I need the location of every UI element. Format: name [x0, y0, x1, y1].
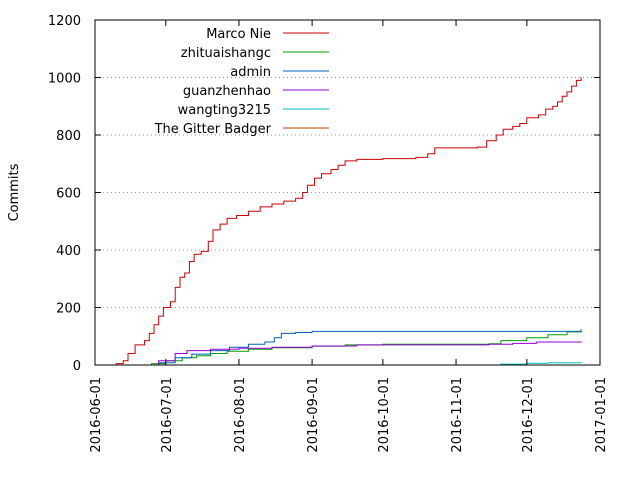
- axes: 0 200 400 600 800 1000 1200 2016-06-01 2016-07-0…: [7, 14, 609, 453]
- series-line-2: [128, 331, 581, 366]
- y-tick-label-1: 200: [56, 302, 81, 317]
- x-tick-label-1: 2016-07-01: [160, 377, 175, 453]
- legend-label-2: admin: [230, 65, 271, 80]
- legend-label-5: The Gitter Badger: [154, 122, 272, 137]
- y-tick-label-6: 1200: [48, 14, 81, 29]
- x-tick-label-3: 2016-09-01: [306, 377, 321, 453]
- y-tick-label-2: 400: [56, 244, 81, 259]
- series-line-0: [109, 78, 581, 366]
- grid: [95, 78, 600, 308]
- x-tick-label-6: 2016-12-01: [521, 377, 536, 453]
- y-axis-label: Commits: [7, 163, 22, 221]
- x-tick-label-2: 2016-08-01: [233, 377, 248, 453]
- legend: Marco Nie zhituaishangc admin guanzhenhao wa…: [154, 27, 329, 137]
- y-tick-label-0: 0: [73, 359, 81, 374]
- x-tick-label-4: 2016-10-01: [377, 377, 392, 453]
- series-lines: [109, 78, 581, 366]
- legend-label-4: wangting3215: [178, 103, 271, 118]
- series-line-1: [121, 329, 581, 365]
- x-tick-label-7: 2017-01-01: [594, 377, 609, 453]
- legend-label-3: guanzhenhao: [183, 84, 271, 99]
- x-tick-label-5: 2016-11-01: [450, 377, 465, 453]
- x-tick-label-0: 2016-06-01: [89, 377, 104, 453]
- legend-label-0: Marco Nie: [206, 27, 271, 42]
- legend-label-1: zhituaishangc: [181, 46, 271, 61]
- series-line-3: [140, 341, 581, 365]
- y-tick-label-4: 800: [56, 129, 81, 144]
- y-tick-label-5: 1000: [48, 72, 81, 87]
- y-tick-label-3: 600: [56, 187, 81, 202]
